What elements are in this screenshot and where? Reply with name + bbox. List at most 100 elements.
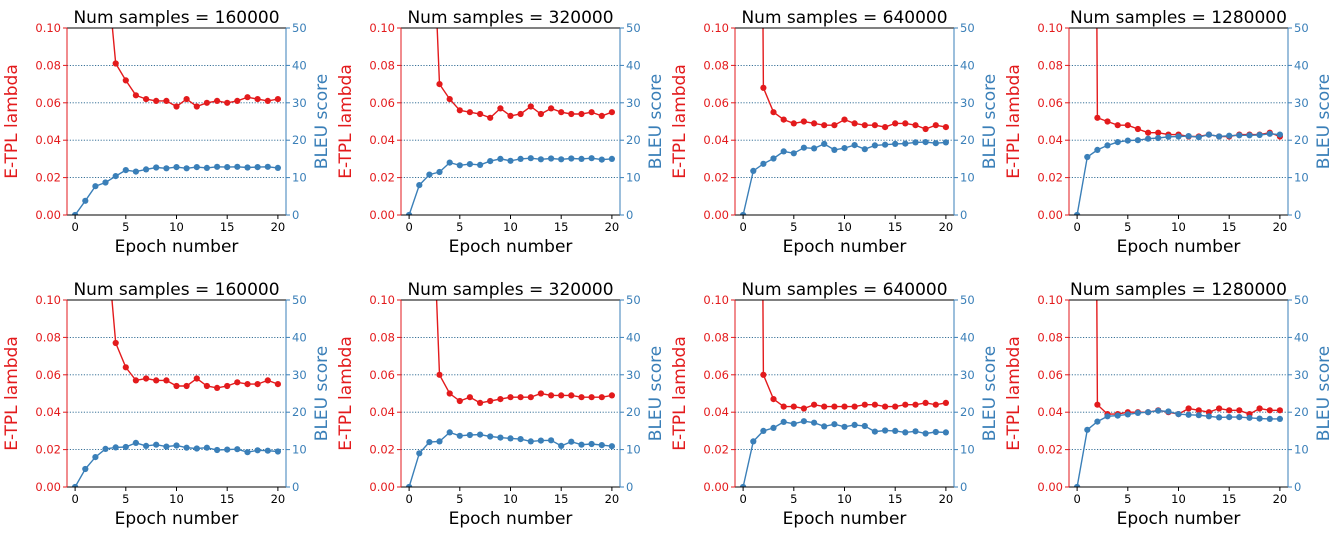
x-tick-label: 15 (554, 220, 569, 234)
lambda-point (588, 109, 595, 116)
bleu-point (892, 427, 899, 434)
lambda-point (1104, 118, 1111, 125)
bleu-point (851, 142, 858, 149)
lambda-point (912, 401, 919, 408)
lambda-point (811, 120, 818, 127)
bleu-point (112, 444, 119, 451)
lambda-point (1155, 129, 1162, 136)
left-y-tick-label: 0.06 (369, 368, 395, 382)
x-tick-label: 20 (605, 220, 620, 234)
lambda-point (436, 81, 443, 88)
right-y-tick-label: 40 (960, 58, 975, 72)
left-y-tick-label: 0.00 (1037, 208, 1063, 222)
bleu-point (143, 166, 150, 173)
lambda-point (558, 392, 565, 399)
left-y-axis-label: E-TPL lambda (336, 336, 356, 451)
bleu-point (1074, 483, 1081, 487)
bleu-point (1195, 412, 1202, 419)
x-tick-label: 20 (1273, 492, 1288, 506)
x-axis-label: Epoch number (1117, 237, 1241, 257)
lambda-point (183, 382, 190, 390)
bleu-point (861, 422, 868, 430)
lambda-point (517, 394, 524, 401)
lambda-point (942, 399, 950, 406)
bleu-point (406, 211, 413, 215)
left-y-axis-label: E-TPL lambda (1004, 64, 1024, 179)
bleu-point (1276, 131, 1283, 138)
bleu-point (1236, 132, 1243, 139)
bleu-point (912, 139, 919, 146)
lambda-point (1094, 401, 1101, 408)
lambda-point (558, 109, 565, 116)
bleu-point (477, 431, 484, 438)
left-y-tick-label: 0.00 (703, 208, 729, 222)
right-y-tick-label: 0 (626, 480, 633, 494)
x-tick-label: 10 (503, 492, 518, 506)
right-y-tick-label: 40 (960, 330, 975, 344)
right-y-tick-label: 20 (626, 405, 641, 419)
x-tick-label: 15 (888, 220, 903, 234)
bleu-point (1134, 409, 1141, 416)
bleu-point (1094, 418, 1101, 425)
lambda-point (446, 390, 453, 397)
lambda-point (932, 401, 939, 408)
right-y-tick-label: 10 (626, 171, 641, 185)
lambda-point (1226, 407, 1233, 414)
lambda-point (173, 382, 180, 390)
bleu-point (740, 483, 747, 487)
bleu-point (497, 155, 504, 162)
lambda-point (831, 403, 838, 410)
left-y-tick-label: 0.00 (35, 480, 61, 494)
x-tick-label: 0 (739, 220, 746, 234)
bleu-point (537, 437, 545, 444)
left-y-tick-label: 0.10 (369, 21, 395, 35)
lambda-point (831, 122, 838, 129)
right-y-tick-label: 30 (960, 96, 975, 110)
bleu-point (264, 163, 271, 170)
bleu-point (234, 446, 241, 453)
x-axis-label: Epoch number (783, 509, 907, 529)
x-tick-label: 0 (405, 220, 412, 234)
lambda-point (892, 120, 899, 127)
lambda-point (1266, 407, 1273, 414)
right-y-tick-label: 10 (292, 171, 307, 185)
left-y-axis-label: E-TPL lambda (670, 336, 690, 451)
bleu-point (446, 159, 453, 166)
lambda-point (507, 112, 514, 119)
x-tick-label: 0 (71, 220, 78, 234)
right-y-tick-label: 50 (626, 21, 641, 35)
bleu-point (477, 161, 484, 168)
right-y-tick-label: 10 (626, 443, 641, 457)
bleu-point (892, 140, 899, 147)
bleu-point (1246, 414, 1253, 421)
bleu-point (1226, 414, 1233, 421)
x-axis-label: Epoch number (449, 509, 573, 529)
lambda-point (163, 377, 170, 384)
bleu-point (780, 148, 787, 155)
lambda-point (224, 99, 231, 106)
lambda-point (254, 381, 261, 388)
right-y-tick-label: 30 (626, 368, 641, 382)
lambda-point (153, 377, 160, 384)
lambda-point (143, 375, 150, 382)
left-y-tick-label: 0.08 (703, 330, 729, 344)
left-y-tick-label: 0.08 (35, 58, 61, 72)
x-axis-label: Epoch number (783, 237, 907, 257)
right-y-tick-label: 20 (960, 405, 975, 419)
bleu-point (132, 439, 139, 446)
bleu-point (811, 145, 818, 152)
right-y-tick-label: 10 (960, 171, 975, 185)
bleu-point (558, 442, 565, 449)
bleu-point (446, 429, 453, 436)
right-y-tick-label: 30 (1294, 96, 1309, 110)
lambda-point (254, 96, 261, 103)
subplot-7: 0 5 10 15 20 0.00 0.02 0.04 0.06 0.08 0.10 0 10 20 30 4… (670, 280, 1000, 529)
bleu-point (274, 164, 281, 171)
bleu-point (1084, 153, 1091, 161)
lambda-point (548, 105, 555, 112)
subplot-title: Num samples = 1280000 (1070, 8, 1287, 28)
bleu-point (527, 155, 534, 162)
bleu-point (932, 140, 939, 147)
lambda-point (780, 403, 787, 410)
left-y-tick-label: 0.08 (1037, 330, 1063, 344)
